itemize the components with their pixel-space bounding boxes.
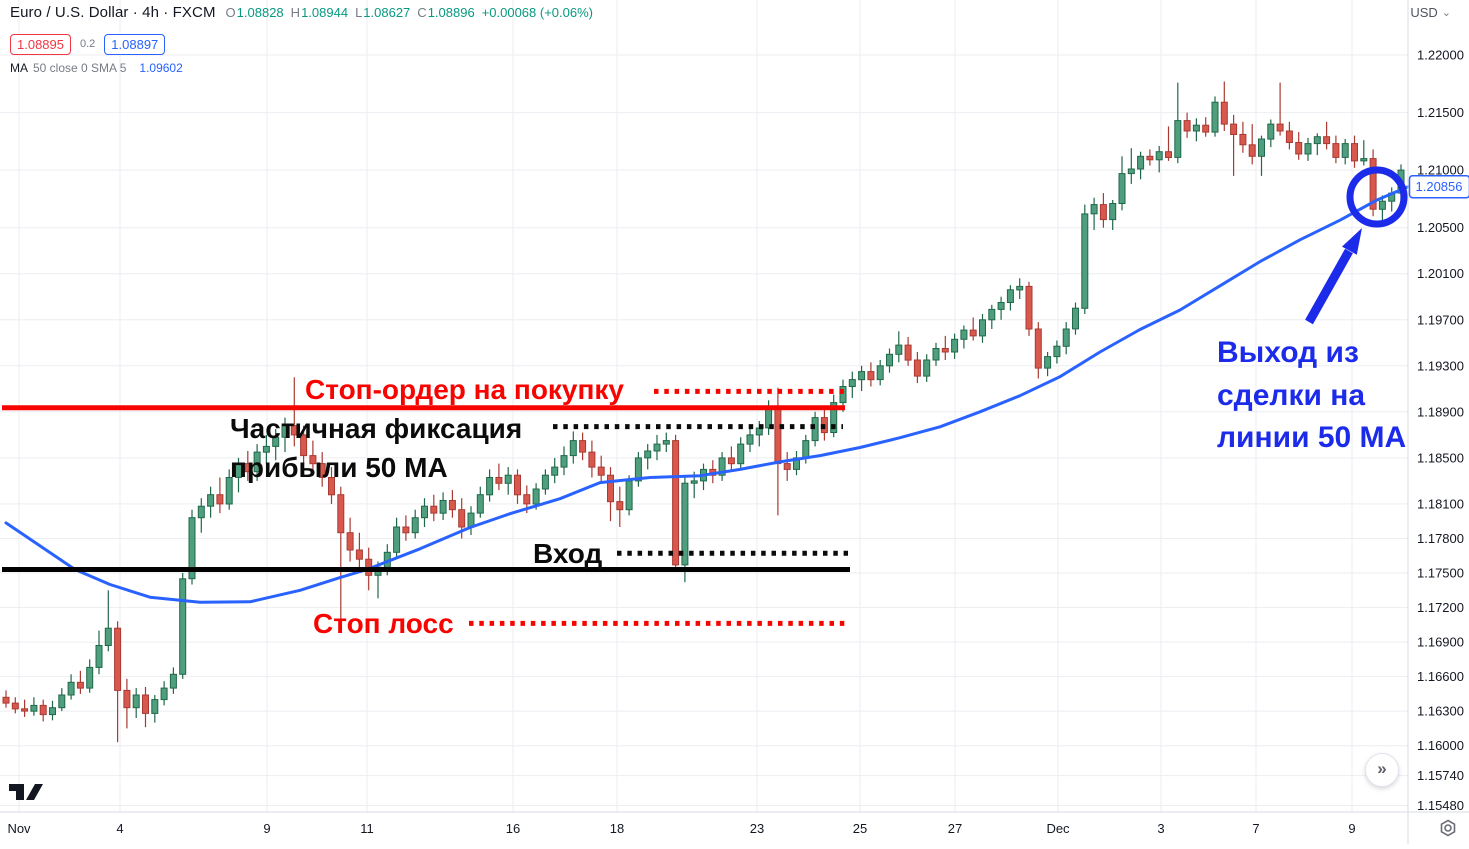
currency-selector[interactable]: USD ⌄ (1410, 5, 1451, 20)
chevron-down-icon: ⌄ (1442, 6, 1451, 19)
svg-text:1.21500: 1.21500 (1417, 105, 1464, 120)
ohlc-item: L1.08627 (355, 5, 410, 20)
svg-text:1.20500: 1.20500 (1417, 220, 1464, 235)
svg-text:1.19300: 1.19300 (1417, 358, 1464, 373)
indicator-name: MA (10, 61, 28, 75)
axis-settings-gear-icon[interactable] (1426, 812, 1469, 843)
svg-text:Nov: Nov (7, 821, 31, 836)
svg-text:1.18100: 1.18100 (1417, 496, 1464, 511)
sell-price-button[interactable]: 1.08895 (10, 34, 71, 55)
svg-text:9: 9 (263, 821, 270, 836)
indicator-row[interactable]: MA 50 close 0 SMA 5 1.09602 (10, 61, 593, 75)
svg-text:1.19700: 1.19700 (1417, 312, 1464, 327)
ohlc-item: H1.08944 (291, 5, 348, 20)
svg-text:1.17800: 1.17800 (1417, 531, 1464, 546)
chart-legend: Euro / U.S. Dollar · 4h · FXCM O1.08828 H… (10, 4, 593, 75)
indicator-value: 1.09602 (139, 61, 182, 75)
svg-text:3: 3 (1157, 821, 1164, 836)
svg-text:1.16900: 1.16900 (1417, 635, 1464, 650)
svg-text:16: 16 (506, 821, 520, 836)
price-change: +0.00068 (+0.06%) (482, 5, 593, 20)
svg-text:4: 4 (116, 821, 123, 836)
buy-price-button[interactable]: 1.08897 (104, 34, 165, 55)
stop-order-label: Стоп-ордер на покупку (305, 374, 624, 405)
svg-text:1.22000: 1.22000 (1417, 48, 1464, 63)
svg-text:1.17200: 1.17200 (1417, 600, 1464, 615)
partial-fix-label2: прибыли 50 MA (230, 452, 448, 483)
last-price-label: 1.20856 (1410, 176, 1469, 198)
quote-row: 1.08895 0.2 1.08897 (10, 33, 593, 55)
svg-text:25: 25 (853, 821, 867, 836)
svg-text:1.18500: 1.18500 (1417, 450, 1464, 465)
svg-text:11: 11 (360, 821, 374, 836)
collapse-panel-button[interactable]: » (1365, 753, 1399, 787)
svg-text:18: 18 (610, 821, 624, 836)
svg-text:7: 7 (1252, 821, 1259, 836)
symbol-row: Euro / U.S. Dollar · 4h · FXCM O1.08828 H… (10, 4, 593, 26)
ohlc-item: C1.08896 (417, 5, 474, 20)
ohlc-values: O1.08828 H1.08944 L1.08627 C1.08896 +0.00068… (226, 5, 593, 20)
svg-text:1.18900: 1.18900 (1417, 404, 1464, 419)
svg-text:9: 9 (1348, 821, 1355, 836)
svg-text:1.16000: 1.16000 (1417, 738, 1464, 753)
exit-label-line1: Выход из (1217, 336, 1359, 369)
svg-text:27: 27 (948, 821, 962, 836)
tradingview-logo-icon[interactable] (8, 783, 44, 806)
symbol-title[interactable]: Euro / U.S. Dollar · 4h · FXCM (10, 4, 216, 21)
entry-label: Вход (533, 538, 602, 569)
svg-text:1.17500: 1.17500 (1417, 566, 1464, 581)
partial-fix-label: Частичная фиксация (230, 413, 522, 444)
svg-text:1.15480: 1.15480 (1417, 798, 1464, 813)
svg-text:1.16300: 1.16300 (1417, 704, 1464, 719)
svg-text:1.15740: 1.15740 (1417, 768, 1464, 783)
exit-label-line2: сделки на (1217, 379, 1365, 412)
svg-text:1.16600: 1.16600 (1417, 669, 1464, 684)
stop-loss-label: Стоп лосс (313, 608, 454, 639)
svg-text:1.20856: 1.20856 (1416, 179, 1463, 194)
svg-text:1.20100: 1.20100 (1417, 266, 1464, 281)
indicator-params: 50 close 0 SMA 5 (33, 61, 126, 75)
svg-text:23: 23 (750, 821, 764, 836)
spread-value: 0.2 (80, 38, 95, 50)
ohlc-item: O1.08828 (226, 5, 284, 20)
exit-label-line3: линии 50 MA (1217, 421, 1406, 454)
svg-text:Dec: Dec (1046, 821, 1070, 836)
currency-label: USD (1410, 5, 1437, 20)
